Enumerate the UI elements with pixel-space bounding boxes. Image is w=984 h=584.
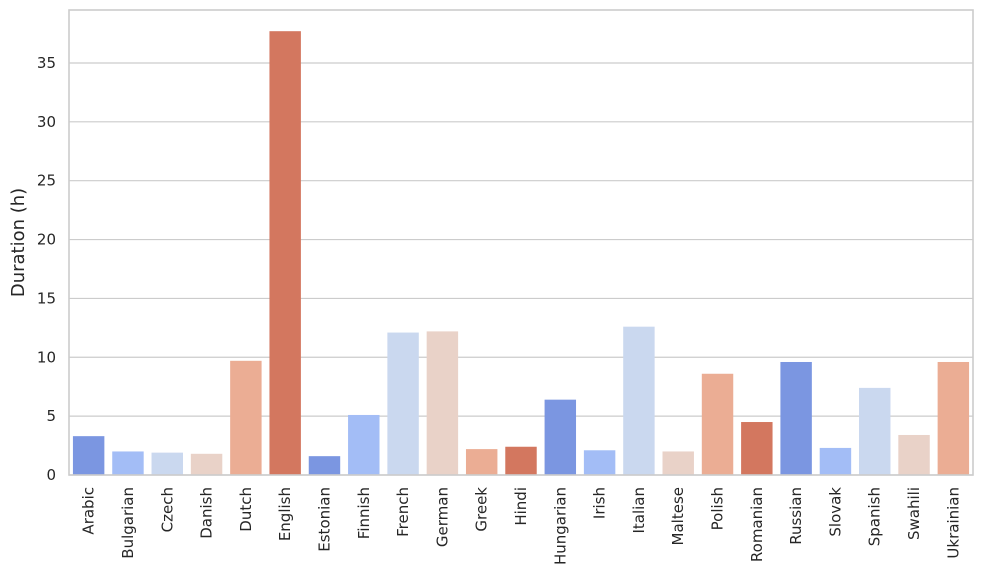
y-tick-label: 10 <box>37 348 56 366</box>
y-tick-label: 15 <box>37 289 56 307</box>
bars <box>72 31 970 475</box>
x-tick-label: Hindi <box>512 487 530 526</box>
bar-czech <box>151 452 183 475</box>
plot-frame <box>68 9 974 476</box>
bar-ukrainian <box>937 361 970 475</box>
x-axis-ticks: Arabic Bulgarian Czech Danish Dutch English Es… <box>80 487 963 565</box>
gridlines <box>69 62 973 476</box>
bar-bulgarian <box>112 451 144 475</box>
x-tick-label: Finnish <box>355 487 373 539</box>
y-tick-label: 0 <box>46 466 56 484</box>
bar-german <box>426 331 459 475</box>
bar-greek <box>465 449 498 475</box>
x-tick-label: English <box>276 487 294 541</box>
y-tick-label: 35 <box>37 54 56 72</box>
bar-spanish <box>859 387 891 475</box>
y-axis-ticks: 0 5 10 15 20 25 30 35 <box>37 54 56 484</box>
bar-slovak <box>819 447 852 475</box>
x-tick-label: Bulgarian <box>119 487 137 559</box>
y-tick-label: 30 <box>37 113 56 131</box>
x-tick-label: Danish <box>198 487 216 539</box>
x-tick-label: Swahili <box>905 487 923 540</box>
x-tick-label: Maltese <box>669 487 687 545</box>
bar-hungarian <box>544 399 577 475</box>
bar-polish <box>701 373 734 475</box>
x-tick-label: Ukrainian <box>944 487 962 559</box>
bar-irish <box>583 450 616 475</box>
bar-arabic <box>72 436 105 475</box>
bar-hindi <box>505 446 537 475</box>
bar-maltese <box>662 451 694 475</box>
bar-finnish <box>348 414 380 475</box>
x-tick-label: Estonian <box>315 487 333 552</box>
y-tick-label: 5 <box>46 407 56 425</box>
x-tick-label: Irish <box>591 487 609 519</box>
bar-english <box>269 31 301 475</box>
x-tick-label: Italian <box>630 487 648 534</box>
y-tick-label: 25 <box>37 172 56 190</box>
y-axis-title: Duration (h) <box>8 188 29 297</box>
x-tick-label: Spanish <box>866 487 884 546</box>
y-tick-label: 20 <box>37 231 56 249</box>
x-tick-label: Romanian <box>748 487 766 562</box>
x-tick-label: German <box>433 487 451 547</box>
bar-italian <box>623 326 655 475</box>
x-tick-label: Hungarian <box>551 487 569 565</box>
x-tick-label: Slovak <box>826 487 844 537</box>
x-tick-label: Dutch <box>237 487 255 532</box>
x-tick-label: French <box>394 487 412 537</box>
bar-swahili <box>898 434 930 475</box>
bar-danish <box>190 453 223 475</box>
x-tick-label: Czech <box>158 487 176 532</box>
x-tick-label: Greek <box>473 487 491 532</box>
bar-romanian <box>741 422 773 475</box>
bar-russian <box>780 361 812 475</box>
bar-dutch <box>230 360 262 475</box>
bar-estonian <box>308 456 341 475</box>
x-tick-label: Russian <box>787 487 805 545</box>
x-tick-label: Polish <box>709 487 727 530</box>
x-tick-label: Arabic <box>80 487 98 535</box>
bar-french <box>387 332 419 475</box>
